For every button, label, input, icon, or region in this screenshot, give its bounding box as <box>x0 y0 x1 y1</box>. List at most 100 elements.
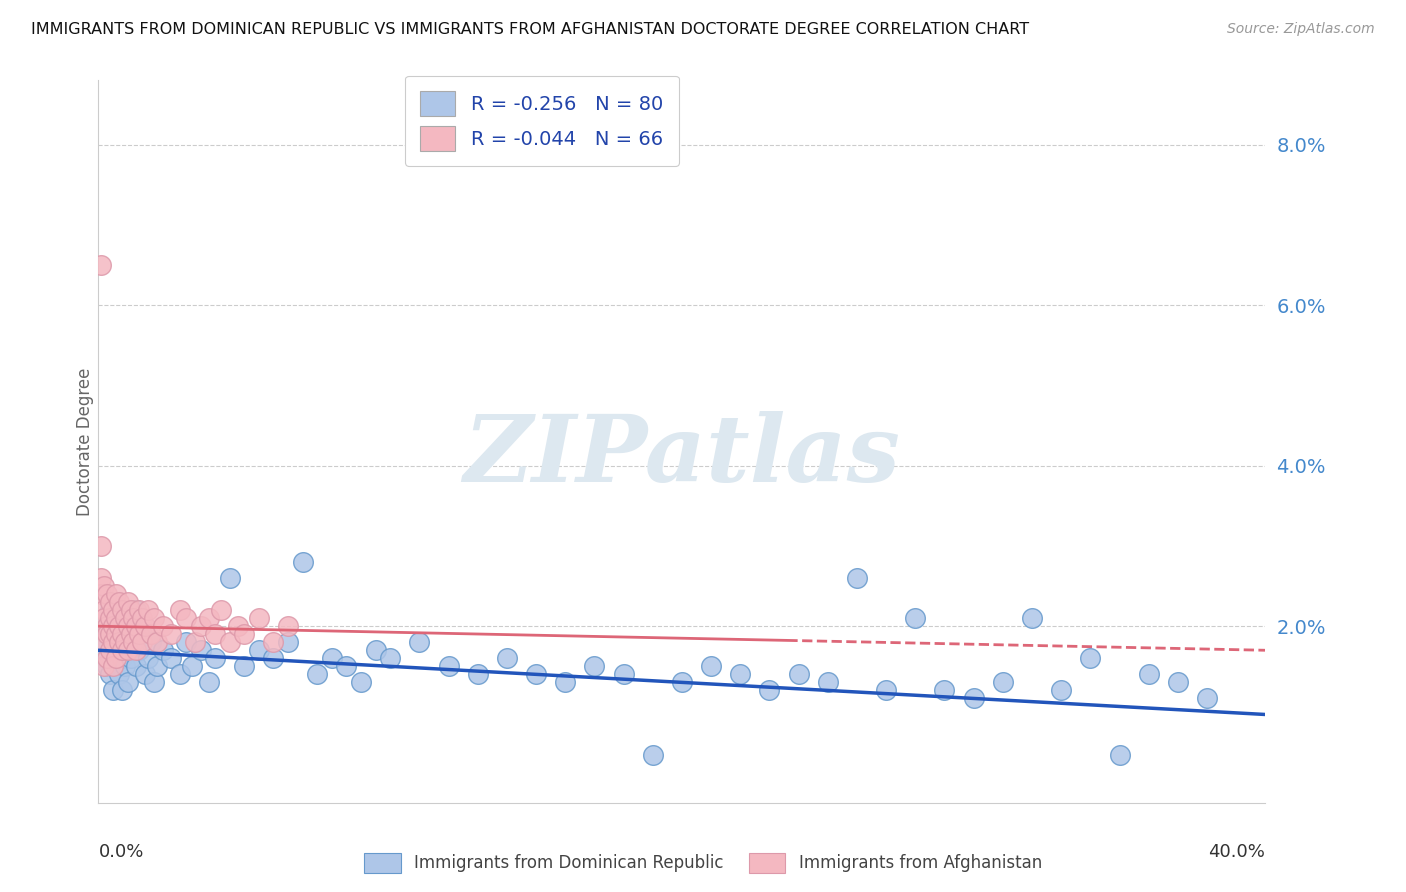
Point <box>93 579 115 593</box>
Point <box>111 627 134 641</box>
Point <box>111 643 134 657</box>
Point <box>131 635 153 649</box>
Point <box>108 635 131 649</box>
Point <box>125 619 148 633</box>
Point <box>108 619 131 633</box>
Point <box>209 603 232 617</box>
Point <box>174 611 197 625</box>
Point <box>117 675 139 690</box>
Point <box>335 659 357 673</box>
Point <box>96 619 118 633</box>
Point <box>700 659 723 673</box>
Point <box>104 619 127 633</box>
Point <box>120 611 142 625</box>
Point <box>122 611 145 625</box>
Point <box>817 675 839 690</box>
Point <box>98 643 121 657</box>
Point <box>93 651 115 665</box>
Point <box>104 651 127 665</box>
Point <box>93 611 115 625</box>
Point <box>169 603 191 617</box>
Point <box>122 635 145 649</box>
Point <box>93 659 115 673</box>
Point <box>125 659 148 673</box>
Point <box>98 627 121 641</box>
Point <box>934 683 956 698</box>
Point <box>641 747 664 762</box>
Point <box>233 627 256 641</box>
Y-axis label: Doctorate Degree: Doctorate Degree <box>76 368 94 516</box>
Point <box>96 659 118 673</box>
Point <box>875 683 897 698</box>
Point <box>90 635 112 649</box>
Point <box>408 635 430 649</box>
Point <box>350 675 373 690</box>
Point <box>117 619 139 633</box>
Point <box>114 611 136 625</box>
Point <box>262 635 284 649</box>
Point <box>524 667 547 681</box>
Point <box>152 643 174 657</box>
Point <box>364 643 387 657</box>
Point <box>90 539 112 553</box>
Point <box>204 651 226 665</box>
Point <box>160 627 183 641</box>
Point <box>101 683 124 698</box>
Legend: Immigrants from Dominican Republic, Immigrants from Afghanistan: Immigrants from Dominican Republic, Immi… <box>357 847 1049 880</box>
Point <box>496 651 519 665</box>
Text: Source: ZipAtlas.com: Source: ZipAtlas.com <box>1227 22 1375 37</box>
Point <box>142 611 165 625</box>
Point <box>152 619 174 633</box>
Point <box>98 667 121 681</box>
Point <box>612 667 634 681</box>
Point <box>120 651 142 665</box>
Point <box>122 635 145 649</box>
Point <box>128 643 150 657</box>
Point <box>146 659 169 673</box>
Point <box>108 595 131 609</box>
Point <box>962 691 984 706</box>
Point <box>183 635 205 649</box>
Point <box>262 651 284 665</box>
Point <box>114 627 136 641</box>
Point <box>1137 667 1160 681</box>
Point <box>904 611 927 625</box>
Point <box>1050 683 1073 698</box>
Point <box>180 659 202 673</box>
Point <box>671 675 693 690</box>
Point <box>228 619 250 633</box>
Point <box>277 635 299 649</box>
Point <box>134 619 156 633</box>
Point <box>136 651 159 665</box>
Point <box>233 659 256 673</box>
Point <box>104 611 127 625</box>
Point <box>291 555 314 569</box>
Point <box>96 627 118 641</box>
Point <box>108 635 131 649</box>
Point <box>98 595 121 609</box>
Point <box>101 635 124 649</box>
Point <box>114 635 136 649</box>
Point <box>321 651 343 665</box>
Point <box>1195 691 1218 706</box>
Point <box>846 571 869 585</box>
Point <box>247 611 270 625</box>
Point <box>758 683 780 698</box>
Point <box>131 611 153 625</box>
Point <box>96 651 118 665</box>
Point <box>117 643 139 657</box>
Point <box>190 619 212 633</box>
Point <box>131 627 153 641</box>
Point <box>90 587 112 601</box>
Point <box>101 635 124 649</box>
Point <box>90 258 112 272</box>
Point <box>190 643 212 657</box>
Point <box>160 651 183 665</box>
Point <box>101 603 124 617</box>
Point <box>108 667 131 681</box>
Point <box>98 611 121 625</box>
Point <box>139 635 162 649</box>
Point <box>125 603 148 617</box>
Point <box>93 635 115 649</box>
Point <box>104 627 127 641</box>
